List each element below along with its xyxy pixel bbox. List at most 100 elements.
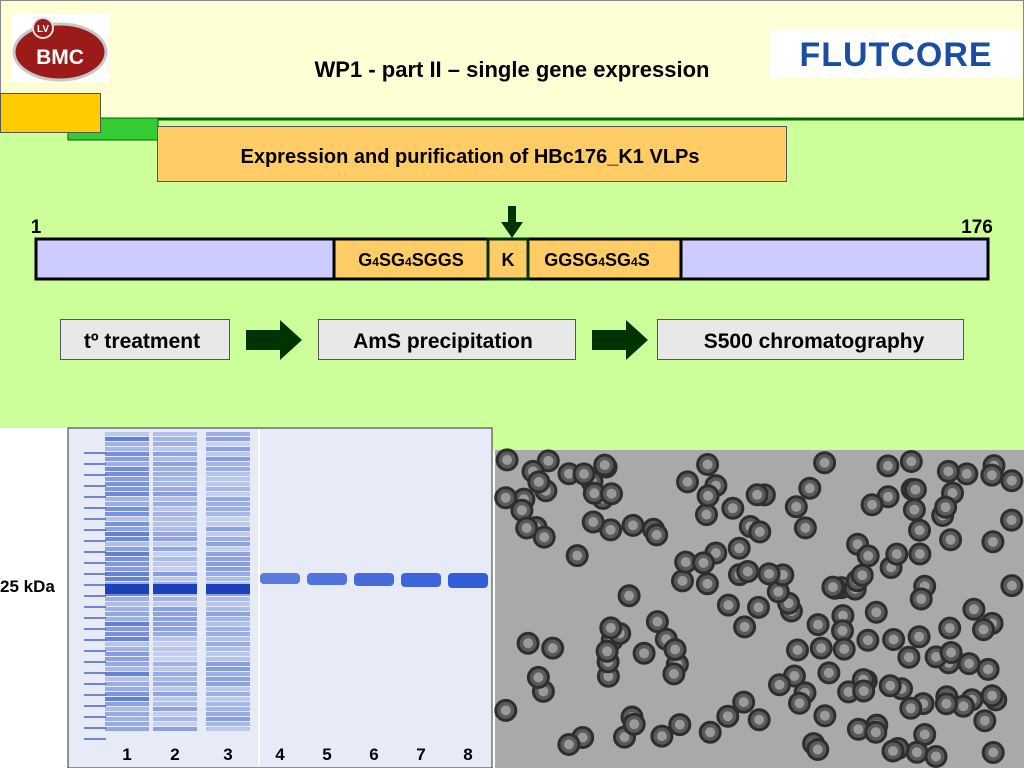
vlp-core: [698, 557, 709, 568]
smear-band: [105, 612, 149, 616]
vlp-core: [819, 457, 830, 468]
smear-band: [153, 647, 197, 651]
vlp-core: [674, 719, 685, 730]
vlp-core: [857, 570, 868, 581]
vlp-core: [563, 739, 574, 750]
vlp-core: [916, 594, 927, 604]
vlp-core: [910, 484, 921, 495]
smear-band: [105, 707, 149, 711]
step-label: AmS precipitation: [353, 330, 533, 353]
smear-band: [153, 572, 197, 576]
smear-band: [105, 682, 149, 686]
insert-label: K: [502, 250, 515, 270]
vlp-core: [702, 459, 713, 470]
smear-band: [153, 707, 197, 711]
step-arrow: [592, 320, 648, 360]
ladder-band: [84, 650, 106, 652]
vlp-core: [792, 645, 803, 655]
ladder-band: [84, 573, 106, 575]
smear-band: [153, 677, 197, 681]
vlp-core: [738, 697, 749, 708]
vlp-core: [603, 671, 614, 682]
lane-label: 8: [463, 745, 472, 764]
smear-band: [105, 527, 149, 531]
smear-band: [206, 482, 250, 486]
smear-band: [153, 687, 197, 691]
vlp-core: [753, 602, 764, 613]
smear-band: [206, 612, 250, 616]
smear-band: [105, 637, 149, 641]
smear-band: [105, 492, 149, 496]
smear-band: [153, 622, 197, 626]
smear-band: [105, 567, 149, 571]
smear-band: [206, 602, 250, 606]
smear-band: [105, 717, 149, 721]
smear-band: [153, 542, 197, 546]
smear-band: [105, 547, 149, 551]
ladder-band: [84, 705, 106, 707]
logo-badge: [32, 17, 54, 39]
smear-band: [153, 512, 197, 516]
smear-band: [105, 437, 149, 441]
step-box: [60, 319, 230, 360]
smear-band: [206, 632, 250, 636]
smear-band: [105, 442, 149, 446]
vlp-core: [677, 575, 688, 586]
smear-band: [105, 467, 149, 471]
smear-band: [206, 562, 250, 566]
smear-band: [153, 637, 197, 641]
vlp-core: [885, 680, 896, 691]
smear-band: [206, 502, 250, 506]
step-arrow: [246, 320, 302, 360]
vlp-core: [858, 686, 869, 696]
vlp-core: [943, 466, 954, 477]
smear-band: [105, 572, 149, 576]
logo-bg: [770, 30, 1022, 78]
vlp-core: [914, 631, 925, 642]
smear-band: [153, 657, 197, 661]
lane-label: 5: [322, 745, 331, 764]
smear-band: [153, 457, 197, 461]
vlp-core: [1006, 475, 1017, 486]
smear-band: [105, 667, 149, 671]
smear-band: [206, 437, 250, 441]
main-band: [354, 573, 394, 586]
vlp-core: [843, 686, 854, 697]
smear-band: [206, 697, 250, 701]
smear-band: [105, 457, 149, 461]
ladder-band: [84, 661, 106, 663]
vlp-core: [789, 671, 800, 681]
vlp-core: [500, 492, 511, 503]
vlp-core: [871, 607, 882, 618]
smear-band: [153, 452, 197, 456]
vlp-core: [652, 616, 663, 627]
smear-band: [105, 687, 149, 691]
main-band: [401, 573, 441, 587]
smear-band: [206, 657, 250, 661]
smear-band: [206, 607, 250, 611]
smear-band: [153, 712, 197, 716]
main-band: [260, 573, 300, 584]
smear-band: [206, 567, 250, 571]
vlp-core: [703, 490, 714, 501]
smear-band: [206, 442, 250, 446]
header-title: WP1 - part II – single gene expression: [315, 57, 710, 82]
vlp-core: [599, 460, 610, 471]
vlp-core: [533, 476, 544, 487]
smear-band: [153, 562, 197, 566]
vlp-core: [579, 469, 589, 479]
vlp-core: [823, 667, 834, 678]
content-band-ext: [428, 428, 1024, 450]
smear-band: [206, 527, 250, 531]
smear-band: [206, 462, 250, 466]
vlp-core: [914, 549, 925, 559]
logo-name: FLUTCORE: [799, 36, 992, 74]
vlp-core: [827, 582, 838, 593]
smear-band: [105, 697, 149, 701]
vlp-core: [539, 532, 550, 543]
smear-band: [153, 477, 197, 481]
smear-band: [153, 502, 197, 506]
smear-band: [153, 702, 197, 706]
smear-band: [206, 487, 250, 491]
vlp-core: [783, 598, 794, 609]
